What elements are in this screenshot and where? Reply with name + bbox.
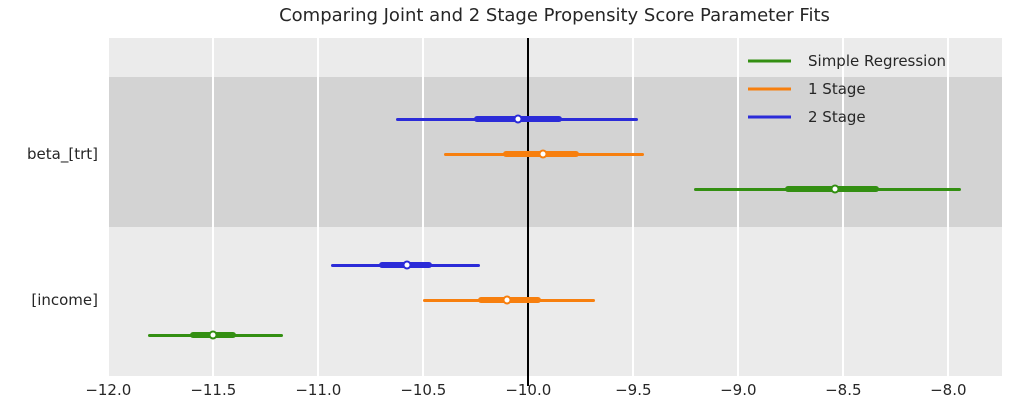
estimate-marker [402,260,411,270]
gridline [632,38,635,376]
x-tick-label: −9.0 [720,381,757,399]
x-tick-label: −11.0 [295,381,342,399]
gridline [947,38,950,376]
x-tick-label: −10.5 [400,381,447,399]
estimate-marker [208,330,218,340]
x-tick-label: −8.5 [825,381,862,399]
x-tick-label: −9.5 [615,381,652,399]
reference-line [527,38,530,387]
gridline [422,38,425,376]
x-tick-label: −8.0 [930,381,967,399]
gridline [842,38,845,376]
y-tick-label: beta_[trt] [27,145,98,163]
gridline [737,38,740,376]
estimate-marker [538,149,548,159]
estimate-marker [502,295,512,305]
gridline [212,38,215,376]
x-tick-label: −12.0 [85,381,132,399]
x-tick-label: −11.5 [190,381,237,399]
gridline [317,38,320,376]
gridline [107,38,110,376]
y-tick-label: [income] [31,291,98,309]
plot-area [107,38,1002,387]
estimate-marker [513,114,523,124]
x-tick-label: −10.0 [505,381,552,399]
chart-title: Comparing Joint and 2 Stage Propensity S… [279,5,830,26]
estimate-marker [830,184,840,194]
